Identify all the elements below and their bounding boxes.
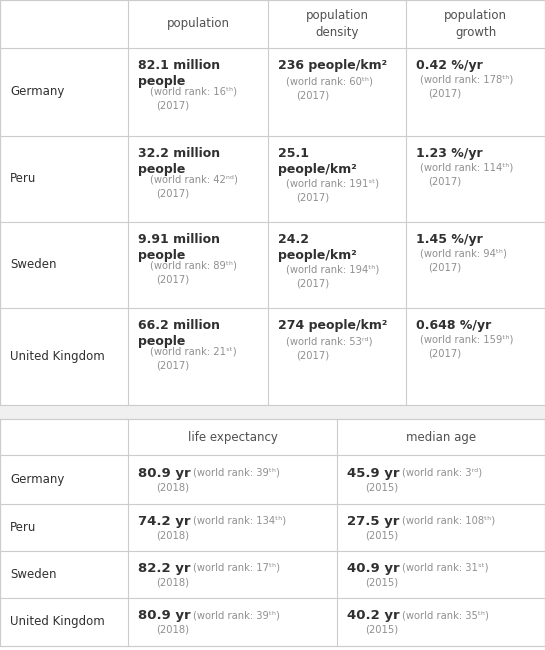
Text: (world rank: 21ˢᵗ): (world rank: 21ˢᵗ): [150, 347, 237, 357]
Text: (world rank: 53ʳᵈ): (world rank: 53ʳᵈ): [286, 337, 372, 347]
Text: (2017): (2017): [428, 262, 461, 272]
Text: (world rank: 35ᵗʰ): (world rank: 35ᵗʰ): [402, 610, 489, 620]
Text: (world rank: 194ᵗʰ): (world rank: 194ᵗʰ): [286, 265, 379, 275]
Bar: [0, 0, 545, 405]
Text: population
growth: population growth: [444, 9, 507, 39]
Text: 0.42 %/yr: 0.42 %/yr: [416, 59, 483, 72]
Text: (2018): (2018): [156, 530, 189, 541]
Text: 66.2 million
people: 66.2 million people: [138, 319, 220, 348]
Text: (2017): (2017): [428, 88, 461, 98]
Text: 45.9 yr: 45.9 yr: [347, 467, 399, 480]
Text: 24.2
people/km²: 24.2 people/km²: [278, 233, 357, 262]
Text: (world rank: 39ᵗʰ): (world rank: 39ᵗʰ): [193, 467, 280, 478]
Text: 236 people/km²: 236 people/km²: [278, 59, 387, 72]
Text: Peru: Peru: [10, 172, 37, 185]
Text: (world rank: 16ᵗʰ): (world rank: 16ᵗʰ): [150, 87, 237, 97]
Text: 40.9 yr: 40.9 yr: [347, 562, 399, 575]
Text: (2015): (2015): [365, 577, 398, 588]
Text: (2017): (2017): [296, 278, 329, 288]
Text: 0.648 %/yr: 0.648 %/yr: [416, 319, 491, 332]
Text: (world rank: 39ᵗʰ): (world rank: 39ᵗʰ): [193, 610, 280, 620]
Text: Sweden: Sweden: [10, 568, 57, 581]
Text: 27.5 yr: 27.5 yr: [347, 515, 399, 528]
Text: (world rank: 159ᵗʰ): (world rank: 159ᵗʰ): [420, 335, 513, 345]
Text: life expectancy: life expectancy: [187, 430, 277, 443]
Text: 1.45 %/yr: 1.45 %/yr: [416, 233, 483, 246]
Text: (2017): (2017): [156, 274, 189, 284]
Text: 82.2 yr: 82.2 yr: [138, 562, 191, 575]
Text: (2017): (2017): [296, 90, 329, 100]
Text: (world rank: 89ᵗʰ): (world rank: 89ᵗʰ): [150, 261, 237, 271]
Text: (2018): (2018): [156, 482, 189, 493]
Text: (2015): (2015): [365, 625, 398, 635]
Text: (2017): (2017): [156, 100, 189, 110]
Bar: [0, 405, 545, 419]
Text: (2017): (2017): [156, 360, 189, 370]
Text: (world rank: 60ᵗʰ): (world rank: 60ᵗʰ): [286, 77, 373, 87]
Text: 32.2 million
people: 32.2 million people: [138, 147, 220, 176]
Text: (world rank: 108ᵗʰ): (world rank: 108ᵗʰ): [402, 515, 495, 525]
Text: (2017): (2017): [296, 192, 329, 202]
Text: (2017): (2017): [156, 188, 189, 198]
Text: Sweden: Sweden: [10, 259, 57, 272]
Text: (2018): (2018): [156, 625, 189, 635]
Text: (world rank: 31ˢᵗ): (world rank: 31ˢᵗ): [402, 562, 488, 573]
Text: United Kingdom: United Kingdom: [10, 616, 105, 629]
Text: 25.1
people/km²: 25.1 people/km²: [278, 147, 357, 176]
Text: population
density: population density: [306, 9, 368, 39]
Text: (world rank: 17ᵗʰ): (world rank: 17ᵗʰ): [193, 562, 280, 573]
Text: (world rank: 3ʳᵈ): (world rank: 3ʳᵈ): [402, 467, 482, 478]
Text: (world rank: 114ᵗʰ): (world rank: 114ᵗʰ): [420, 163, 513, 173]
Text: United Kingdom: United Kingdom: [10, 350, 105, 363]
Text: 40.2 yr: 40.2 yr: [347, 610, 399, 623]
Text: (world rank: 134ᵗʰ): (world rank: 134ᵗʰ): [193, 515, 286, 525]
Text: (world rank: 42ⁿᵈ): (world rank: 42ⁿᵈ): [150, 175, 238, 185]
Text: median age: median age: [406, 430, 476, 443]
Text: (world rank: 94ᵗʰ): (world rank: 94ᵗʰ): [420, 249, 507, 259]
Text: (2017): (2017): [428, 176, 461, 186]
Text: (2015): (2015): [365, 482, 398, 493]
Text: 1.23 %/yr: 1.23 %/yr: [416, 147, 483, 160]
Text: (world rank: 191ˢᵗ): (world rank: 191ˢᵗ): [286, 179, 379, 189]
Text: 80.9 yr: 80.9 yr: [138, 467, 191, 480]
Text: (2018): (2018): [156, 577, 189, 588]
Text: population: population: [167, 18, 229, 31]
Text: (world rank: 178ᵗʰ): (world rank: 178ᵗʰ): [420, 75, 513, 85]
Text: 80.9 yr: 80.9 yr: [138, 610, 191, 623]
Text: Germany: Germany: [10, 473, 64, 486]
Text: Peru: Peru: [10, 521, 37, 534]
Text: 74.2 yr: 74.2 yr: [138, 515, 191, 528]
Text: (2017): (2017): [428, 348, 461, 358]
Text: (2017): (2017): [296, 350, 329, 360]
Text: 274 people/km²: 274 people/km²: [278, 319, 387, 332]
Bar: [0, 419, 545, 646]
Text: (2015): (2015): [365, 530, 398, 541]
Text: 82.1 million
people: 82.1 million people: [138, 59, 220, 88]
Text: Germany: Germany: [10, 86, 64, 99]
Text: 9.91 million
people: 9.91 million people: [138, 233, 220, 262]
